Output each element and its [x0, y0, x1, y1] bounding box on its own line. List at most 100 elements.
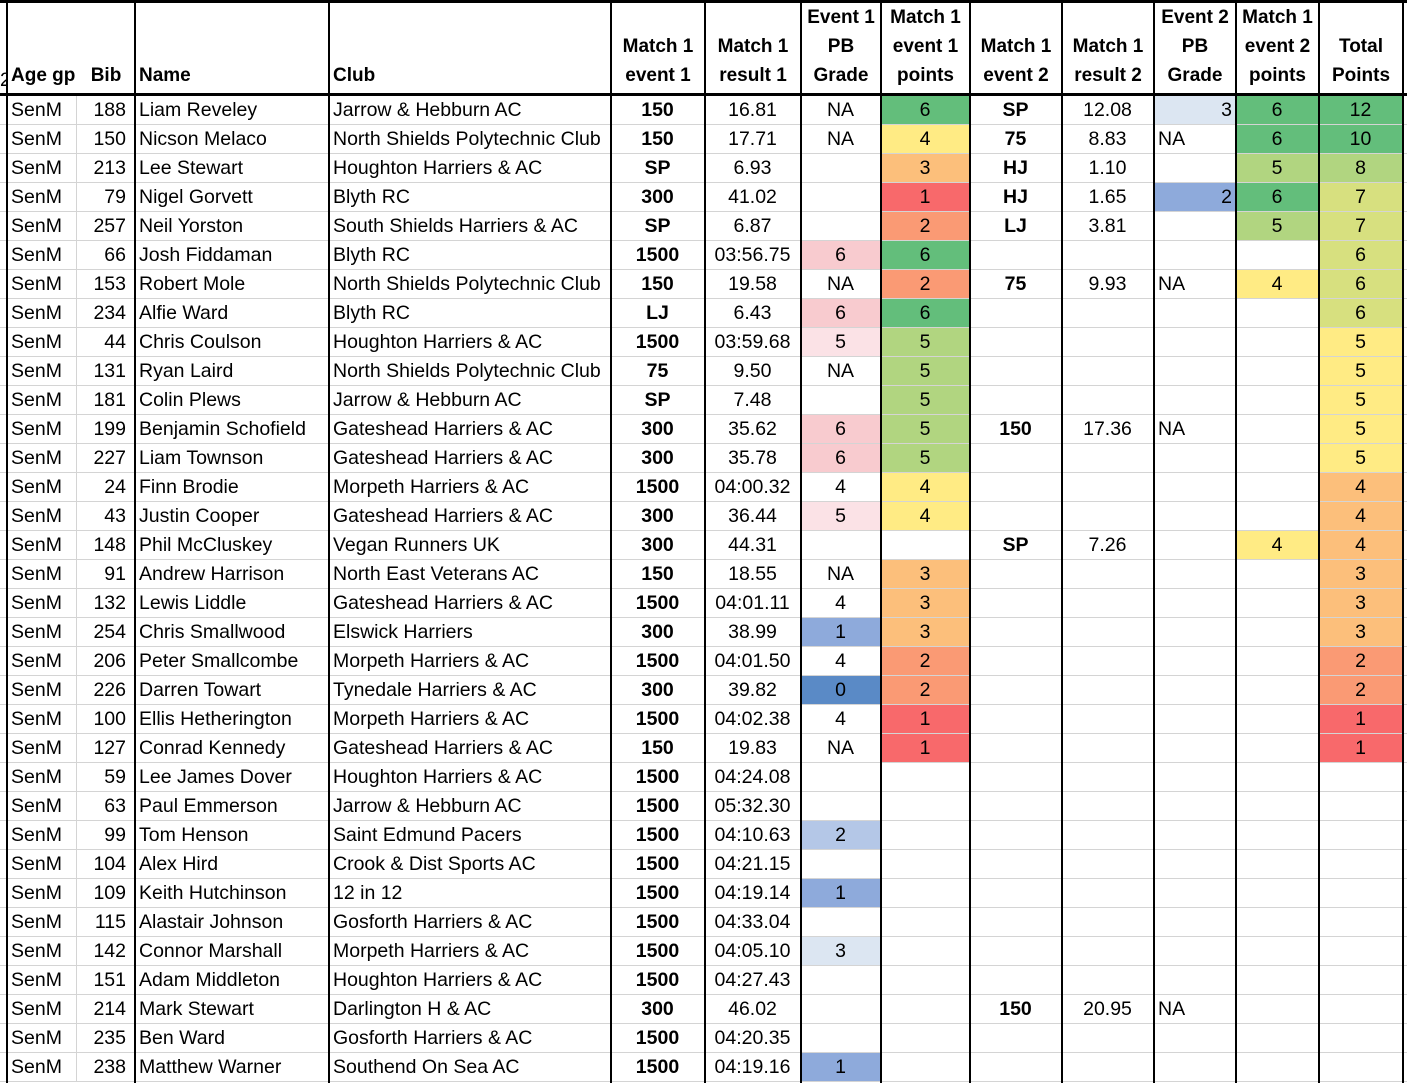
match1-event2-points-cell[interactable] — [1236, 473, 1319, 501]
match1-event1-cell[interactable]: 300 — [611, 618, 705, 646]
club-cell[interactable]: Jarrow & Hebburn AC — [329, 386, 611, 414]
match1-event2-cell[interactable] — [970, 647, 1062, 675]
match1-event1-cell[interactable]: 150 — [611, 96, 705, 124]
bib-cell[interactable]: 148 — [77, 531, 135, 559]
club-cell[interactable]: Houghton Harriers & AC — [329, 763, 611, 791]
event1-pb-grade-cell[interactable] — [801, 792, 881, 820]
bib-cell[interactable]: 115 — [77, 908, 135, 936]
event2-pb-grade-cell[interactable] — [1154, 618, 1236, 646]
event2-pb-grade-cell[interactable]: 2 — [1154, 183, 1236, 211]
match1-result2-cell[interactable] — [1062, 502, 1154, 530]
match1-event2-cell[interactable] — [970, 299, 1062, 327]
club-cell[interactable]: 12 in 12 — [329, 879, 611, 907]
match1-event2-cell[interactable] — [970, 444, 1062, 472]
event1-pb-grade-cell[interactable]: NA — [801, 734, 881, 762]
name-cell[interactable]: Tom Henson — [135, 821, 329, 849]
name-cell[interactable]: Neil Yorston — [135, 212, 329, 240]
match1-event1-cell[interactable]: 1500 — [611, 473, 705, 501]
event2-pb-grade-cell[interactable]: NA — [1154, 270, 1236, 298]
match1-result1-cell[interactable]: 6.87 — [705, 212, 801, 240]
match1-result2-cell[interactable] — [1062, 821, 1154, 849]
club-cell[interactable]: Gateshead Harriers & AC — [329, 502, 611, 530]
match1-event1-cell[interactable]: 1500 — [611, 792, 705, 820]
match1-event2-points-cell[interactable] — [1236, 763, 1319, 791]
name-cell[interactable]: Phil McCluskey — [135, 531, 329, 559]
name-cell[interactable]: Lewis Liddle — [135, 589, 329, 617]
event2-pb-grade-cell[interactable] — [1154, 763, 1236, 791]
event1-pb-grade-cell[interactable]: 1 — [801, 879, 881, 907]
club-cell[interactable]: Blyth RC — [329, 299, 611, 327]
club-cell[interactable]: Morpeth Harriers & AC — [329, 705, 611, 733]
match1-event1-points-cell[interactable]: 5 — [881, 415, 970, 443]
total-points-cell[interactable]: 7 — [1319, 183, 1403, 211]
bib-cell[interactable]: 132 — [77, 589, 135, 617]
bib-cell[interactable]: 188 — [77, 96, 135, 124]
total-points-cell[interactable] — [1319, 937, 1403, 965]
total-points-cell[interactable] — [1319, 879, 1403, 907]
match1-result1-cell[interactable]: 04:21.15 — [705, 850, 801, 878]
match1-event1-cell[interactable]: 1500 — [611, 1024, 705, 1052]
club-cell[interactable]: Gosforth Harriers & AC — [329, 1024, 611, 1052]
match1-event1-points-cell[interactable]: 6 — [881, 299, 970, 327]
match1-event2-points-cell[interactable] — [1236, 618, 1319, 646]
club-cell[interactable]: Tynedale Harriers & AC — [329, 676, 611, 704]
club-cell[interactable]: Morpeth Harriers & AC — [329, 473, 611, 501]
club-cell[interactable]: Houghton Harriers & AC — [329, 328, 611, 356]
match1-result2-cell[interactable] — [1062, 299, 1154, 327]
match1-result2-cell[interactable] — [1062, 589, 1154, 617]
match1-result1-cell[interactable]: 46.02 — [705, 995, 801, 1023]
event2-pb-grade-cell[interactable] — [1154, 241, 1236, 269]
match1-event1-points-cell[interactable]: 5 — [881, 386, 970, 414]
bib-cell[interactable]: 227 — [77, 444, 135, 472]
match1-result2-cell[interactable] — [1062, 937, 1154, 965]
event1-pb-grade-cell[interactable] — [801, 966, 881, 994]
event1-pb-grade-cell[interactable]: 0 — [801, 676, 881, 704]
match1-event2-points-cell[interactable] — [1236, 1053, 1319, 1081]
match1-event1-cell[interactable]: 150 — [611, 270, 705, 298]
match1-event2-cell[interactable] — [970, 792, 1062, 820]
match1-event1-cell[interactable]: 1500 — [611, 328, 705, 356]
match1-result2-cell[interactable]: 12.08 — [1062, 96, 1154, 124]
name-cell[interactable]: Keith Hutchinson — [135, 879, 329, 907]
match1-event2-cell[interactable]: LJ — [970, 212, 1062, 240]
match1-event2-points-cell[interactable]: 4 — [1236, 270, 1319, 298]
match1-event1-cell[interactable]: 1500 — [611, 821, 705, 849]
bib-cell[interactable]: 150 — [77, 125, 135, 153]
event1-pb-grade-cell[interactable]: 3 — [801, 937, 881, 965]
event2-pb-grade-cell[interactable] — [1154, 734, 1236, 762]
event2-pb-grade-cell[interactable] — [1154, 357, 1236, 385]
match1-event2-cell[interactable] — [970, 589, 1062, 617]
match1-event1-cell[interactable]: 1500 — [611, 879, 705, 907]
total-points-cell[interactable]: 10 — [1319, 125, 1403, 153]
bib-cell[interactable]: 24 — [77, 473, 135, 501]
event2-pb-grade-cell[interactable] — [1154, 1024, 1236, 1052]
total-points-cell[interactable] — [1319, 1024, 1403, 1052]
match1-event1-points-cell[interactable] — [881, 966, 970, 994]
total-points-cell[interactable]: 2 — [1319, 676, 1403, 704]
club-cell[interactable]: Houghton Harriers & AC — [329, 154, 611, 182]
match1-result1-cell[interactable]: 04:20.35 — [705, 1024, 801, 1052]
match1-event2-cell[interactable] — [970, 1053, 1062, 1081]
bib-cell[interactable]: 213 — [77, 154, 135, 182]
match1-event1-points-cell[interactable]: 2 — [881, 270, 970, 298]
match1-event1-points-cell[interactable]: 5 — [881, 357, 970, 385]
match1-result2-cell[interactable] — [1062, 647, 1154, 675]
age-group-cell[interactable]: SenM — [7, 96, 77, 124]
match1-event2-points-cell[interactable]: 6 — [1236, 125, 1319, 153]
total-points-cell[interactable]: 2 — [1319, 647, 1403, 675]
match1-event1-points-cell[interactable] — [881, 821, 970, 849]
match1-event1-points-cell[interactable]: 1 — [881, 705, 970, 733]
name-cell[interactable]: Robert Mole — [135, 270, 329, 298]
total-points-cell[interactable] — [1319, 966, 1403, 994]
event1-pb-grade-cell[interactable]: 1 — [801, 1053, 881, 1081]
match1-event2-cell[interactable]: 150 — [970, 995, 1062, 1023]
match1-event2-cell[interactable] — [970, 966, 1062, 994]
total-points-cell[interactable] — [1319, 792, 1403, 820]
event2-pb-grade-cell[interactable] — [1154, 502, 1236, 530]
match1-event1-cell[interactable]: 300 — [611, 183, 705, 211]
match1-event2-cell[interactable] — [970, 937, 1062, 965]
match1-event1-points-cell[interactable]: 3 — [881, 560, 970, 588]
match1-event2-points-cell[interactable] — [1236, 879, 1319, 907]
match1-event2-cell[interactable] — [970, 386, 1062, 414]
match1-event1-points-cell[interactable]: 1 — [881, 734, 970, 762]
